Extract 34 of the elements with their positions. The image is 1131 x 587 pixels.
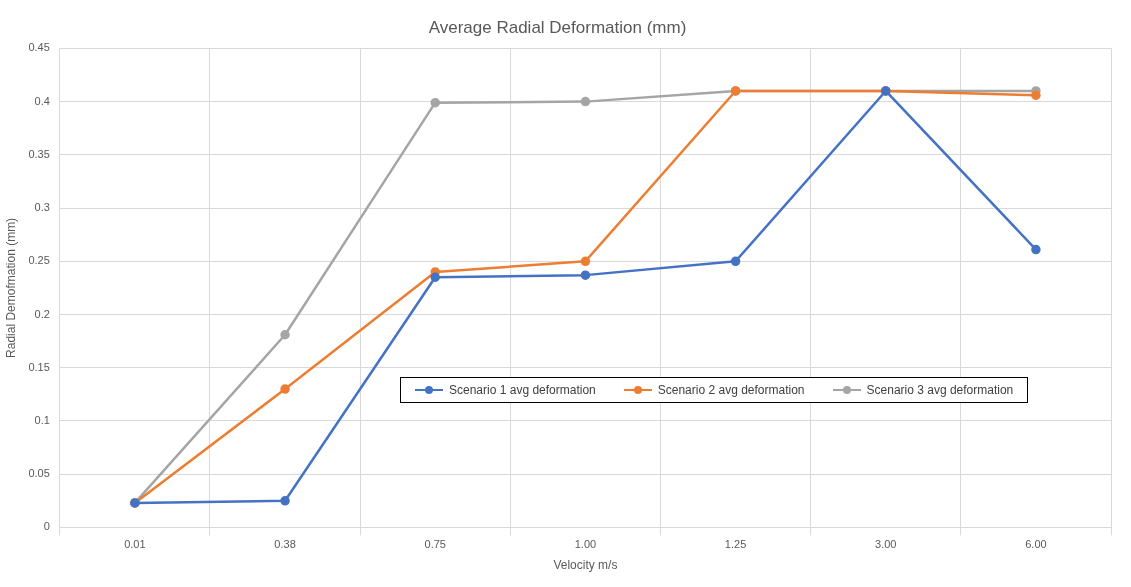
point [280,496,290,506]
legend-label: Scenario 2 avg deformation [657,383,805,397]
point [1031,244,1041,255]
y-tick-label: 0.1 [34,413,50,426]
x-tick-label: 6.00 [1025,538,1047,551]
legend-label: Scenario 1 avg deformation [449,383,596,397]
x-axis-title: Velocity m/s [553,558,618,573]
x-tick-label: 0.75 [424,538,446,551]
point [580,256,591,267]
y-tick-label: 0.4 [34,94,50,107]
point [580,96,591,107]
y-tick-label: 0 [43,520,50,533]
y-axis-title: Radial Demofmation (mm) [3,217,18,358]
x-tick-label: 3.00 [875,538,897,551]
y-tick-label: 0.3 [34,201,50,214]
point [430,97,440,108]
point [580,270,591,280]
y-tick-label: 0.15 [28,360,50,373]
x-tick-label: 0.38 [274,538,296,551]
point [430,272,440,283]
point [280,329,290,340]
x-tick-label: 0.01 [124,538,146,551]
point [1031,90,1041,100]
y-tick-label: 0.35 [28,147,50,160]
x-tick-label: 1.00 [574,538,597,551]
y-tick-label: 0.45 [28,41,50,54]
x-tick-label: 1.25 [724,538,747,551]
legend-label: Scenario 3 avg deformation [866,383,1014,397]
point [280,384,290,394]
point [730,256,741,267]
y-tick-label: 0.2 [34,307,50,320]
y-tick-label: 0.25 [28,254,50,267]
y-tick-label: 0.05 [28,467,50,480]
chart-title: Average Radial Deformation (mm) [428,17,687,37]
